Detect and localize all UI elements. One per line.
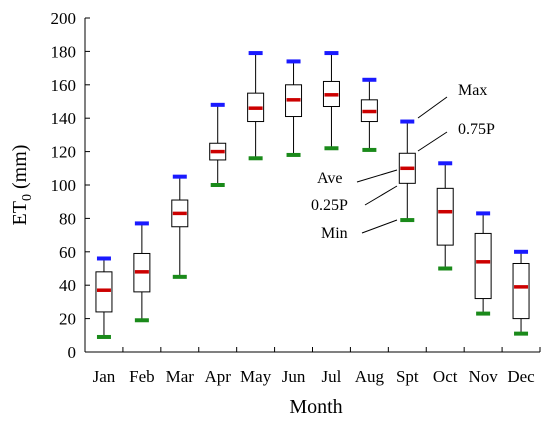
x-tick-label: Mar: [166, 367, 195, 386]
legend-pointer-ave: [356, 169, 398, 183]
legend-label-q1: 0.25P: [311, 197, 348, 214]
legend-pointer-q1: [364, 185, 398, 206]
y-axis-title-subscript: 0: [20, 194, 35, 201]
y-tick-label: 80: [59, 209, 76, 228]
legend-annotations: Max 0.75P Ave 0.25P Min: [311, 82, 495, 242]
box-iqr: [474, 232, 492, 300]
y-tick-label: 120: [51, 143, 77, 162]
box-iqr: [512, 262, 530, 320]
y-tick-label: 140: [51, 109, 77, 128]
y-axis-title-unit: (mm): [9, 145, 31, 194]
legend-label-max: Max: [458, 82, 487, 99]
x-tick-label: Aug: [355, 367, 385, 386]
y-tick-label: 20: [59, 310, 76, 329]
x-tick-label: Dec: [507, 367, 535, 386]
legend-label-q3: 0.75P: [458, 121, 495, 138]
y-tick-label: 160: [51, 76, 77, 95]
y-axis-title: ET0 (mm): [9, 145, 35, 226]
legend-pointer-q3: [417, 131, 448, 152]
x-tick-label: Oct: [433, 367, 458, 386]
x-tick-label: Jul: [322, 367, 342, 386]
x-tick-label: Feb: [129, 367, 155, 386]
x-axis-title: Month: [289, 396, 342, 418]
y-tick-label: 60: [59, 243, 76, 262]
x-tick-label: Apr: [204, 367, 231, 386]
y-tick-label: 0: [68, 343, 77, 362]
y-tick-label: 200: [51, 9, 77, 28]
plot-area: 0 20 40 60 80 100 120 140 160 180 200 Jan Feb Mar Apr M…: [51, 9, 541, 386]
y-tick-label: 40: [59, 276, 76, 295]
legend-label-ave: Ave: [317, 170, 342, 187]
x-tick-label: Jan: [93, 367, 116, 386]
y-tick-label: 180: [51, 42, 77, 61]
legend-pointer-min: [361, 219, 398, 234]
y-axis-title-main: ET: [9, 201, 31, 225]
x-tick-label: May: [240, 367, 272, 386]
box-iqr: [436, 187, 454, 246]
x-tick-label: Jun: [282, 367, 306, 386]
legend-pointer-max: [417, 96, 448, 119]
x-tick-label: Nov: [468, 367, 498, 386]
y-tick-label: 100: [51, 176, 77, 195]
legend-label-min: Min: [321, 225, 348, 242]
x-tick-label: Spt: [396, 367, 419, 386]
